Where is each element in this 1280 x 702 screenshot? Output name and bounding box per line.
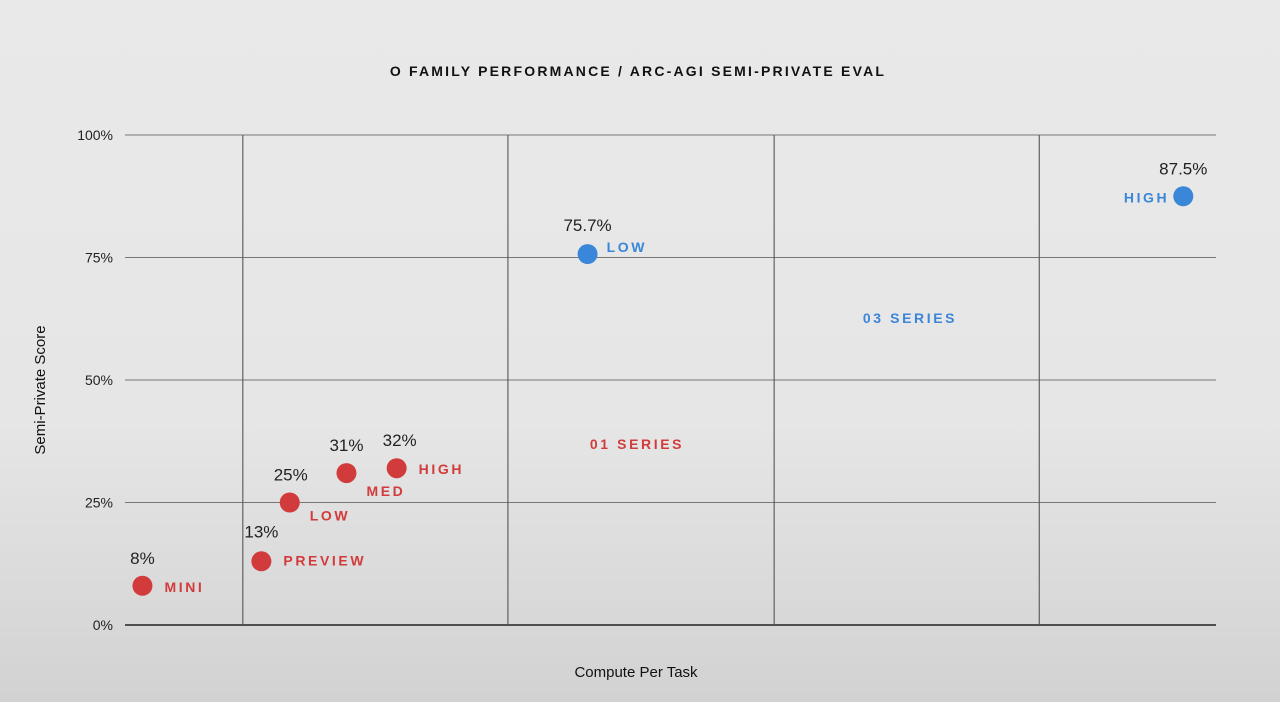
point-name-label: LOW bbox=[607, 239, 647, 255]
point-value-label: 75.7% bbox=[563, 216, 611, 235]
y-tick-label: 100% bbox=[77, 127, 113, 143]
points: 8%MINI13%PREVIEW25%LOW31%MED32%HIGH75.7%… bbox=[130, 159, 1207, 596]
series-label-o1: 01 SERIES bbox=[590, 436, 684, 452]
point-marker bbox=[132, 575, 153, 596]
point-marker bbox=[279, 492, 300, 513]
point-value-label: 8% bbox=[130, 549, 155, 568]
point-value-label: 32% bbox=[383, 431, 417, 450]
point-marker bbox=[336, 463, 357, 484]
y-ticks: 0% 25% 50% 75% 100% bbox=[77, 127, 113, 633]
data-point-01-high: 32%HIGH bbox=[383, 431, 464, 479]
y-tick-label: 50% bbox=[85, 372, 113, 388]
point-value-label: 31% bbox=[329, 436, 363, 455]
grid bbox=[125, 134, 1216, 626]
y-tick-label: 25% bbox=[85, 495, 113, 511]
point-name-label: HIGH bbox=[1124, 189, 1169, 205]
point-marker bbox=[386, 458, 407, 479]
data-point-01-low: 25% LOW bbox=[274, 466, 350, 524]
data-point-03-high: 87.5% HIGH bbox=[1124, 159, 1207, 207]
point-marker bbox=[251, 551, 272, 572]
y-axis-label: Semi-Private Score bbox=[32, 325, 49, 454]
data-point-01-mini: 8% MINI bbox=[130, 549, 204, 596]
chart-title: O FAMILY PERFORMANCE / ARC-AGI SEMI-PRIV… bbox=[390, 63, 886, 79]
y-tick-label: 75% bbox=[85, 250, 113, 266]
data-point-03-low: 75.7% LOW bbox=[563, 216, 647, 265]
x-axis-label: Compute Per Task bbox=[574, 664, 698, 681]
data-point-01-med: 31% MED bbox=[329, 436, 405, 499]
point-name-label: HIGH bbox=[419, 461, 464, 477]
point-marker bbox=[577, 244, 598, 265]
point-name-label: PREVIEW bbox=[283, 552, 366, 568]
point-value-label: 25% bbox=[274, 466, 308, 485]
point-value-label: 13% bbox=[244, 522, 278, 541]
data-point-01-preview: 13% PREVIEW bbox=[244, 522, 366, 572]
series-label-o3: 03 SERIES bbox=[863, 310, 957, 326]
point-value-label: 87.5% bbox=[1159, 159, 1207, 178]
point-name-label: MED bbox=[366, 483, 405, 499]
y-tick-label: 0% bbox=[93, 617, 113, 633]
point-name-label: LOW bbox=[310, 508, 350, 524]
point-name-label: MINI bbox=[164, 579, 204, 595]
point-marker bbox=[1173, 186, 1194, 207]
